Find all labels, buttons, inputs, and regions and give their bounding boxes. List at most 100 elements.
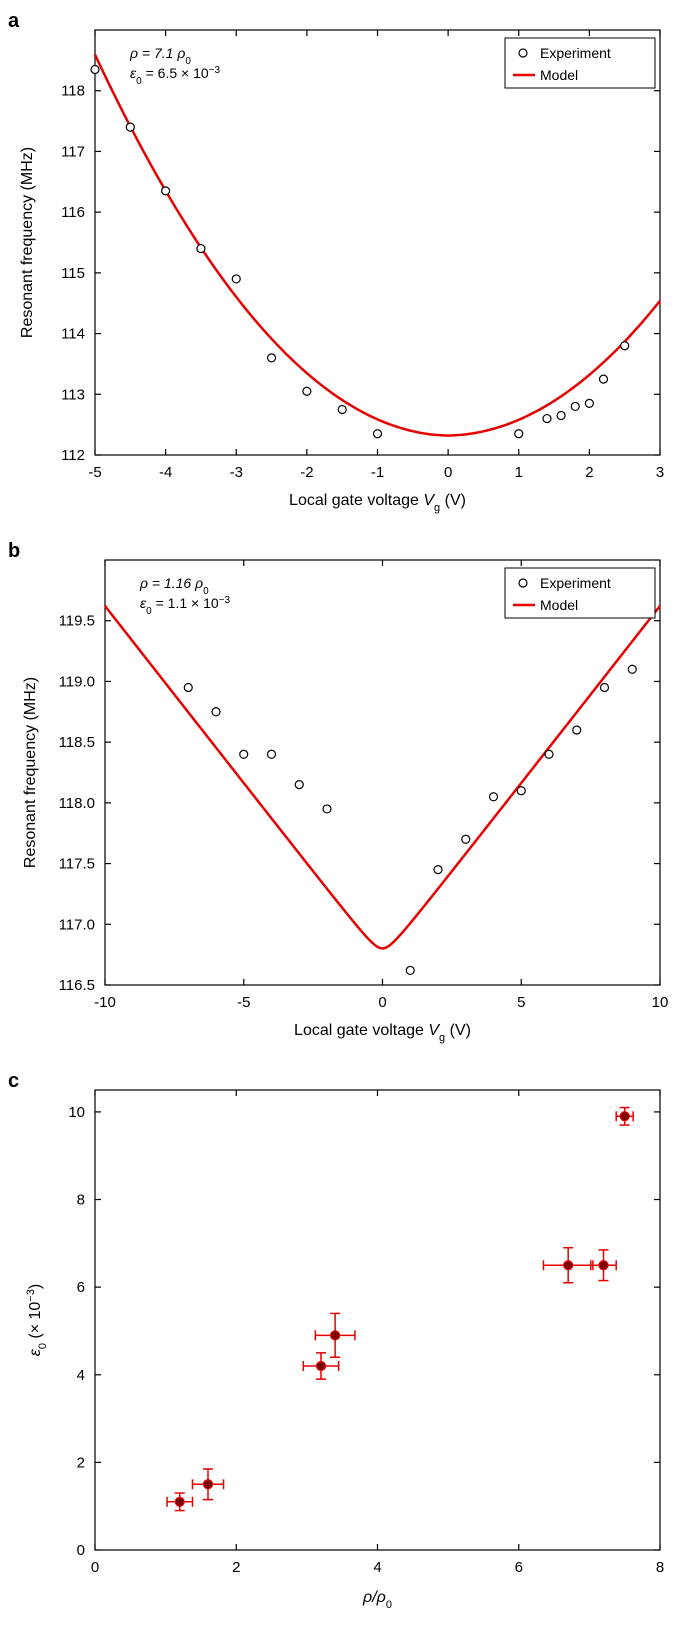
y-tick-label: 119.5: [59, 613, 95, 630]
x-tick-label: -5: [88, 464, 101, 481]
experiment-marker: [212, 708, 220, 716]
experiment-marker: [240, 750, 248, 758]
y-tick-label: 117.0: [59, 916, 95, 933]
experiment-marker: [545, 750, 553, 758]
x-tick-label: -10: [94, 994, 116, 1011]
panel-a: a -5 -4 -3 -2 -1 0 1 2 3 112 113 114 115 116 117 118 Loc…: [0, 0, 685, 530]
legend-exp-icon: [519, 49, 527, 57]
experiment-marker: [268, 750, 276, 758]
legend-exp-label: Experiment: [540, 45, 611, 61]
x-tick-label: -3: [230, 464, 243, 481]
y-tick-label: 10: [68, 1104, 85, 1121]
x-tick-label: 3: [656, 464, 664, 481]
legend-model-label: Model: [540, 67, 578, 83]
y-tick-label: 117.5: [59, 856, 95, 873]
experiment-marker: [600, 375, 608, 383]
experiment-marker: [490, 793, 498, 801]
y-tick-label: 118.5: [59, 734, 95, 751]
x-tick-label: -2: [300, 464, 313, 481]
y-tick-label: 2: [77, 1454, 85, 1471]
experiment-marker: [295, 781, 303, 789]
data-marker: [317, 1362, 326, 1371]
experiment-marker: [406, 966, 414, 974]
panel-a-annotation-1: ρ = 7.1 ρ0: [129, 45, 191, 67]
y-tick-label: 4: [77, 1367, 85, 1384]
y-axis-label: Resonant frequency (MHz): [19, 147, 36, 338]
panel-a-label: a: [8, 10, 19, 33]
x-tick-label: 10: [652, 994, 669, 1011]
x-tick-label: 0: [378, 994, 386, 1011]
data-marker: [175, 1497, 184, 1506]
experiment-marker: [517, 787, 525, 795]
y-tick-label: 8: [77, 1192, 85, 1209]
experiment-marker: [303, 387, 311, 395]
experiment-marker: [621, 342, 629, 350]
panel-b-annotation-1: ρ = 1.16 ρ0: [139, 575, 209, 597]
experiment-marker: [323, 805, 331, 813]
panel-b-label: b: [8, 540, 20, 563]
data-marker: [204, 1480, 213, 1489]
panel-a-chart: -5 -4 -3 -2 -1 0 1 2 3 112 113 114 115 116 117 118 Local…: [0, 0, 685, 530]
x-tick-label: 0: [444, 464, 452, 481]
data-marker: [620, 1112, 629, 1121]
x-tick-label: 0: [91, 1559, 99, 1576]
y-tick-label: 116: [61, 204, 85, 221]
y-axis-label: Resonant frequency (MHz): [22, 677, 39, 868]
experiment-marker: [338, 405, 346, 413]
y-tick-label: 117: [61, 143, 85, 160]
data-marker: [331, 1331, 340, 1340]
model-curve: [105, 606, 660, 949]
experiment-marker: [91, 65, 99, 73]
x-tick-label: -4: [159, 464, 172, 481]
legend-model-label: Model: [540, 597, 578, 613]
y-tick-label: 114: [61, 326, 85, 343]
data-marker: [564, 1261, 573, 1270]
experiment-marker: [628, 665, 636, 673]
y-tick-label: 118.0: [59, 795, 95, 812]
experiment-marker: [515, 430, 523, 438]
panel-b: b -10 -5 0 5 10 116.5 117.0 117.5 118.0 118.5 119.…: [0, 530, 685, 1060]
x-tick-label: 2: [232, 1559, 240, 1576]
x-tick-label: -5: [237, 994, 250, 1011]
x-tick-label: 8: [656, 1559, 664, 1576]
experiment-marker: [232, 275, 240, 283]
panel-b-chart: -10 -5 0 5 10 116.5 117.0 117.5 118.0 118.5 119.0 1…: [0, 530, 685, 1060]
y-tick-label: 112: [61, 447, 85, 464]
x-tick-label: 6: [515, 1559, 523, 1576]
experiment-marker: [162, 187, 170, 195]
x-axis-label: Local gate voltage Vg (V): [294, 1022, 471, 1044]
experiment-marker: [601, 684, 609, 692]
experiment-marker: [374, 430, 382, 438]
panel-c: c 0 2 4 6 8 0 2 4 6 8 10 ρ/ρ0 ε0 (× 10−3): [0, 1060, 685, 1630]
data-marker: [599, 1261, 608, 1270]
y-tick-label: 116.5: [59, 977, 95, 994]
x-axis-label: ρ/ρ0: [362, 1589, 392, 1611]
x-tick-label: 5: [517, 994, 525, 1011]
experiment-marker: [126, 123, 134, 131]
experiment-marker: [573, 726, 581, 734]
x-tick-label: -1: [371, 464, 384, 481]
x-tick-label: 4: [373, 1559, 381, 1576]
y-axis-label: ε0 (× 10−3): [25, 1284, 49, 1356]
experiment-marker: [184, 684, 192, 692]
y-tick-label: 113: [61, 386, 85, 403]
panel-c-label: c: [8, 1070, 19, 1093]
experiment-marker: [434, 866, 442, 874]
model-curve: [95, 55, 660, 436]
y-tick-label: 115: [61, 265, 85, 282]
experiment-marker: [197, 245, 205, 253]
figure-container: a -5-4-3-2-10123112113114115116117118Loc…: [0, 0, 685, 1630]
y-tick-label: 0: [77, 1542, 85, 1559]
experiment-marker: [268, 354, 276, 362]
panel-a-annotation-2: ε0 = 6.5 × 10−3: [130, 65, 221, 87]
experiment-marker: [462, 835, 470, 843]
y-tick-label: 118: [61, 83, 85, 100]
legend-exp-label: Experiment: [540, 575, 611, 591]
experiment-marker: [543, 415, 551, 423]
y-tick-label: 119.0: [59, 673, 95, 690]
x-tick-label: 2: [585, 464, 593, 481]
panel-b-annotation-2: ε0 = 1.1 × 10−3: [140, 595, 231, 617]
y-tick-label: 6: [77, 1279, 85, 1296]
x-axis-label: Local gate voltage Vg (V): [289, 492, 466, 514]
x-tick-label: 1: [515, 464, 523, 481]
